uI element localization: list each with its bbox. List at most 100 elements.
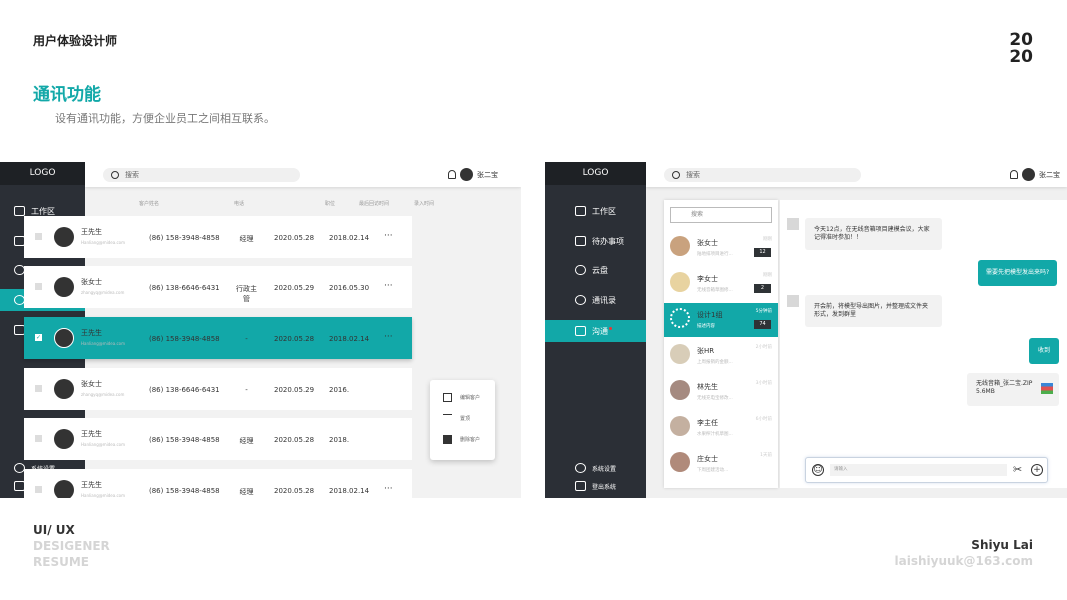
conversation-item[interactable]: 张女士 陆地排项目进行... 刚刚 12 — [664, 231, 778, 265]
avatar — [670, 308, 690, 328]
last-visit: 2020.05.28 — [274, 234, 315, 242]
menu-pin[interactable]: 置顶 — [443, 414, 470, 423]
row-checkbox[interactable] — [35, 385, 42, 392]
table-row[interactable]: 张女士 zhangyq@midea.com (86) 138-6646-6431 行… — [24, 266, 412, 308]
nav-chat[interactable]: 沟通 — [545, 320, 646, 342]
document-icon — [575, 236, 586, 246]
avatar — [670, 344, 690, 364]
file-message[interactable]: 无线音箱_张二宝.ZIP 5.6MB — [967, 373, 1059, 406]
nav-todo[interactable]: 待办事项 — [545, 230, 646, 252]
avatar — [670, 416, 690, 436]
conversation-time: 5分钟前 — [755, 309, 772, 314]
more-button[interactable]: ··· — [384, 281, 393, 291]
row-checkbox[interactable] — [35, 486, 42, 493]
table-row[interactable]: 王先生 Hanliang@midea.com (86) 158-3948-4858… — [24, 216, 412, 258]
created-date: 2018.02.14 — [329, 234, 370, 242]
column-header: 职位 — [325, 201, 336, 207]
more-button[interactable]: ··· — [384, 332, 393, 342]
table-row[interactable]: 王先生 Hanliang@midea.com (86) 158-3948-4858… — [24, 469, 412, 498]
conversation-time: 刚刚 — [763, 273, 772, 278]
contact-name: 王先生 — [81, 329, 102, 337]
conversation-item[interactable]: 张HR 上周报销的金额... 2小时前 — [664, 339, 778, 373]
table-row[interactable]: 张女士 zhangyq@midea.com (86) 138-6646-6431 -… — [24, 368, 412, 410]
nav-workspace[interactable]: 工作区 — [0, 200, 85, 222]
column-header: 录入时间 — [414, 201, 435, 207]
emoji-icon[interactable]: ☺ — [812, 464, 824, 476]
contact-name: 王先生 — [81, 228, 102, 236]
contact-position: - — [245, 335, 248, 343]
row-checkbox[interactable] — [35, 233, 42, 240]
menu-edit[interactable]: 编辑客户 — [443, 393, 480, 402]
conversation-preview: 陆地排项目进行... — [697, 252, 733, 257]
avatar — [54, 480, 74, 498]
contacts-mockup: LOGO 工作区 待办事项 云盘 通讯录 沟通 系统设置 登出系统 搜索 张二宝… — [0, 162, 521, 498]
conversation-name: 设计1组 — [697, 311, 723, 319]
nav-workspace[interactable]: 工作区 — [545, 200, 646, 222]
conversation-search[interactable]: 搜索 — [670, 207, 772, 223]
more-button[interactable]: ··· — [384, 484, 393, 494]
cloud-icon — [575, 265, 586, 275]
page-subtitle: 设有通讯功能，方便企业员工之间相互联系。 — [55, 112, 275, 125]
message-received: 开会前，将模型导出图片，并整理成文件夹形式，发到群里 — [805, 295, 942, 327]
contact-name: 张女士 — [81, 278, 102, 286]
more-button[interactable]: ··· — [384, 231, 393, 241]
conversation-item[interactable]: 庄女士 下周团建活动... 1天前 — [664, 447, 778, 481]
nav-contacts[interactable]: 通讯录 — [545, 289, 646, 311]
avatar — [460, 168, 473, 181]
table-row[interactable]: 王先生 Hanliang@midea.com (86) 158-3948-4858… — [24, 418, 412, 460]
last-visit: 2020.05.29 — [274, 386, 315, 394]
avatar — [670, 236, 690, 256]
designer-title: 用户体验设计师 — [33, 34, 118, 48]
conversation-list: 搜索 张女士 陆地排项目进行... 刚刚 12 李女士 无线音箱草图修... 刚… — [664, 200, 778, 488]
contact-position: 经理 — [239, 437, 254, 445]
sender-avatar — [787, 295, 799, 307]
contact-phone: (86) 158-3948-4858 — [149, 234, 220, 242]
created-date: 2018. — [329, 436, 350, 444]
row-checkbox[interactable] — [35, 283, 42, 290]
row-checkbox[interactable] — [35, 435, 42, 442]
nav-cloud[interactable]: 云盘 — [545, 259, 646, 281]
conversation-preview: 无线音箱草图修... — [697, 288, 733, 293]
search-input[interactable]: 搜索 — [103, 168, 300, 182]
nav-settings[interactable]: 系统设置 — [545, 457, 646, 479]
row-checkbox[interactable]: ✓ — [35, 334, 42, 341]
message-input-bar: ☺ 请输入 ✂ + — [805, 457, 1048, 483]
unread-badge: 2 — [754, 284, 771, 293]
bell-icon[interactable] — [448, 170, 456, 179]
trash-icon — [443, 435, 452, 444]
top-bar: 搜索 张二宝 — [85, 162, 521, 187]
user-menu[interactable]: 张二宝 — [1010, 168, 1060, 181]
conversation-item[interactable]: 设计1组 描述内容 5分钟前 74 — [664, 303, 778, 337]
conversation-preview: 水果榨汁机草图... — [697, 432, 733, 437]
conversation-item[interactable]: 李主任 水果榨汁机草图... 6小时前 — [664, 411, 778, 445]
conversation-name: 张HR — [697, 347, 715, 355]
avatar — [670, 380, 690, 400]
conversation-preview: 描述内容 — [697, 324, 715, 329]
monitor-icon — [14, 206, 25, 216]
add-icon[interactable]: + — [1031, 464, 1043, 476]
contact-position: - — [245, 386, 248, 394]
conversation-name: 李女士 — [697, 275, 718, 283]
conversation-time: 刚刚 — [763, 237, 772, 242]
scissors-icon[interactable]: ✂ — [1013, 463, 1023, 476]
nav-logout[interactable]: 登出系统 — [545, 475, 646, 497]
contact-email: zhangyq@midea.com — [81, 290, 125, 295]
created-date: 2018.02.14 — [329, 487, 370, 495]
avatar — [670, 452, 690, 472]
conversation-item[interactable]: 林先生 无线充电宝修改... 3小时前 — [664, 375, 778, 409]
message-input[interactable]: 请输入 — [830, 464, 1007, 476]
menu-delete[interactable]: 删除客户 — [443, 435, 480, 444]
user-menu[interactable]: 张二宝 — [448, 168, 498, 181]
contact-position: 行政主管 — [236, 285, 257, 303]
contact-position: 经理 — [239, 235, 254, 243]
gear-icon — [14, 463, 25, 473]
contact-email: Hanliang@midea.com — [81, 493, 126, 498]
search-input[interactable]: 搜索 — [664, 168, 861, 182]
contact-email: Hanliang@midea.com — [81, 341, 126, 346]
conversation-preview: 无线充电宝修改... — [697, 396, 733, 401]
person-icon — [575, 295, 586, 305]
conversation-item[interactable]: 李女士 无线音箱草图修... 刚刚 2 — [664, 267, 778, 301]
table-row[interactable]: ✓ 王先生 Hanliang@midea.com (86) 158-3948-48… — [24, 317, 412, 359]
bell-icon — [1010, 170, 1018, 179]
avatar — [1022, 168, 1035, 181]
